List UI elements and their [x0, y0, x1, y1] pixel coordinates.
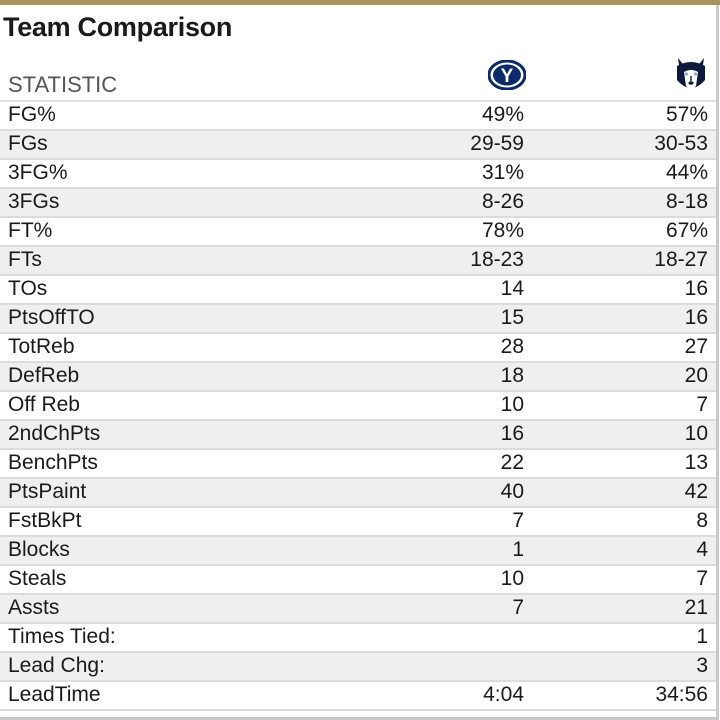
team2-value: 34:56: [655, 683, 708, 706]
team2-value: 30-53: [654, 132, 708, 155]
team1-value: 40: [500, 480, 524, 503]
table-row: FTs 18-23 18-27: [0, 247, 716, 276]
stats-table: FG% 49% 57% FGs 29-59 30-53 3FG% 31% 44% 3FGs 8…: [0, 102, 716, 711]
table-row: LeadTime 4:04 34:56: [0, 682, 716, 711]
team1-value: 29-59: [470, 132, 524, 155]
table-row: FG% 49% 57%: [0, 102, 716, 131]
team1-value: 78%: [481, 219, 524, 242]
team1-value: 18: [500, 364, 524, 387]
uconn-husky-logo-icon: [674, 56, 708, 101]
table-row: TOs 14 16: [0, 276, 716, 305]
stat-label: FG%: [8, 103, 56, 126]
team2-value: 10: [684, 422, 708, 445]
table-row: Blocks 1 4: [0, 537, 716, 566]
stat-label: 3FG%: [8, 161, 68, 184]
stat-label: PtsOffTO: [8, 306, 95, 329]
team1-value: 14: [500, 277, 524, 300]
stat-label: Assts: [8, 596, 60, 619]
accent-bar: [0, 0, 720, 5]
table-row: Steals 10 7: [0, 566, 716, 595]
stat-label: PtsPaint: [8, 480, 87, 503]
team2-value: 8: [696, 509, 708, 532]
team1-value: 15: [500, 306, 524, 329]
team2-value: 20: [684, 364, 708, 387]
table-header: STATISTIC Y: [0, 54, 716, 103]
team2-value: 57%: [665, 103, 708, 126]
table-row: DefReb 18 20: [0, 363, 716, 392]
table-row: PtsOffTO 15 16: [0, 305, 716, 334]
team1-value: 16: [500, 422, 524, 445]
team1-value: 1: [512, 538, 524, 561]
team2-value: 44%: [665, 161, 708, 184]
table-row: Assts 7 21: [0, 595, 716, 624]
team1-value: 8-26: [481, 190, 524, 213]
team1-value: 22: [500, 451, 524, 474]
stat-label: Lead Chg:: [8, 654, 105, 677]
team2-value: 8-18: [665, 190, 708, 213]
team2-value: 3: [696, 654, 708, 677]
team2-value: 27: [684, 335, 708, 358]
team1-value: 10: [500, 393, 524, 416]
stat-label: BenchPts: [8, 451, 98, 474]
table-row: TotReb 28 27: [0, 334, 716, 363]
table-row: PtsPaint 40 42: [0, 479, 716, 508]
svg-text:Y: Y: [501, 66, 514, 87]
team1-value: 7: [512, 509, 524, 532]
stat-label: FT%: [8, 219, 53, 242]
stat-label: Off Reb: [8, 393, 80, 416]
page-title: Team Comparison: [3, 12, 233, 42]
stat-label: 3FGs: [8, 190, 60, 213]
stat-label: 2ndChPts: [8, 422, 101, 445]
stat-label: FGs: [8, 132, 48, 155]
table-row: Times Tied: 1: [0, 624, 716, 653]
team1-value: 10: [500, 567, 524, 590]
table-row: Lead Chg: 3: [0, 653, 716, 682]
team2-value: 16: [684, 277, 708, 300]
table-row: FT% 78% 67%: [0, 218, 716, 247]
stat-label: TOs: [8, 277, 48, 300]
team2-value: 13: [684, 451, 708, 474]
byu-logo-icon: Y: [487, 59, 527, 95]
stat-label: Blocks: [8, 538, 70, 561]
team1-value: 31%: [481, 161, 524, 184]
team2-value: 42: [684, 480, 708, 503]
team2-value: 1: [696, 625, 708, 648]
team1-value: 28: [500, 335, 524, 358]
table-row: Off Reb 10 7: [0, 392, 716, 421]
table-row: BenchPts 22 13: [0, 450, 716, 479]
team2-value: 18-27: [654, 248, 708, 271]
stat-label: FTs: [8, 248, 42, 271]
table-row: FstBkPt 7 8: [0, 508, 716, 537]
team1-value: 49%: [481, 103, 524, 126]
statistic-column-header: STATISTIC: [8, 72, 118, 97]
table-row: 3FGs 8-26 8-18: [0, 189, 716, 218]
stat-label: LeadTime: [8, 683, 101, 706]
table-row: FGs 29-59 30-53: [0, 131, 716, 160]
team2-value: 67%: [665, 219, 708, 242]
team2-value: 21: [684, 596, 708, 619]
stat-label: TotReb: [8, 335, 75, 358]
stat-label: FstBkPt: [8, 509, 82, 532]
stat-label: Steals: [8, 567, 67, 590]
comparison-panel: [0, 5, 719, 720]
team2-value: 7: [696, 393, 708, 416]
team2-value: 4: [696, 538, 708, 561]
team2-value: 16: [684, 306, 708, 329]
stat-label: DefReb: [8, 364, 80, 387]
team1-value: 4:04: [483, 683, 524, 706]
table-row: 2ndChPts 16 10: [0, 421, 716, 450]
team1-value: 7: [512, 596, 524, 619]
team1-value: 18-23: [470, 248, 524, 271]
table-row: 3FG% 31% 44%: [0, 160, 716, 189]
team2-value: 7: [696, 567, 708, 590]
stat-label: Times Tied:: [8, 625, 116, 648]
